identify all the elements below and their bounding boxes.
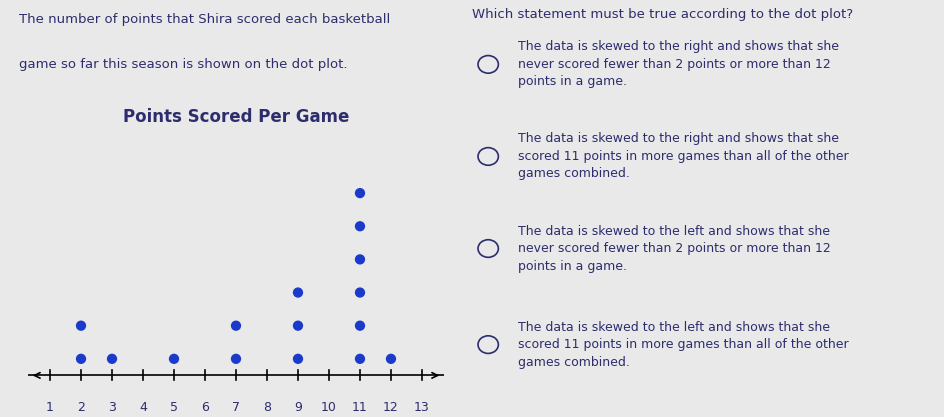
Point [105,356,120,362]
Point [352,322,367,329]
Text: The data is skewed to the right and shows that she
never scored fewer than 2 poi: The data is skewed to the right and show… [518,40,839,88]
Text: Which statement must be true according to the dot plot?: Which statement must be true according t… [472,8,853,21]
Text: The data is skewed to the left and shows that she
scored 11 points in more games: The data is skewed to the left and shows… [518,321,849,369]
Point [352,356,367,362]
Text: The number of points that Shira scored each basketball: The number of points that Shira scored e… [19,13,390,25]
Point [291,289,306,296]
Point [228,356,244,362]
Point [291,322,306,329]
Title: Points Scored Per Game: Points Scored Per Game [123,108,349,126]
Point [74,356,89,362]
Point [228,322,244,329]
Text: game so far this season is shown on the dot plot.: game so far this season is shown on the … [19,58,347,71]
Point [383,356,398,362]
Text: The data is skewed to the left and shows that she
never scored fewer than 2 poin: The data is skewed to the left and shows… [518,224,831,273]
Point [352,190,367,196]
Text: The data is skewed to the right and shows that she
scored 11 points in more game: The data is skewed to the right and show… [518,133,849,181]
Point [352,256,367,263]
Point [74,322,89,329]
Point [166,356,181,362]
Point [352,289,367,296]
Point [352,223,367,230]
Point [291,356,306,362]
